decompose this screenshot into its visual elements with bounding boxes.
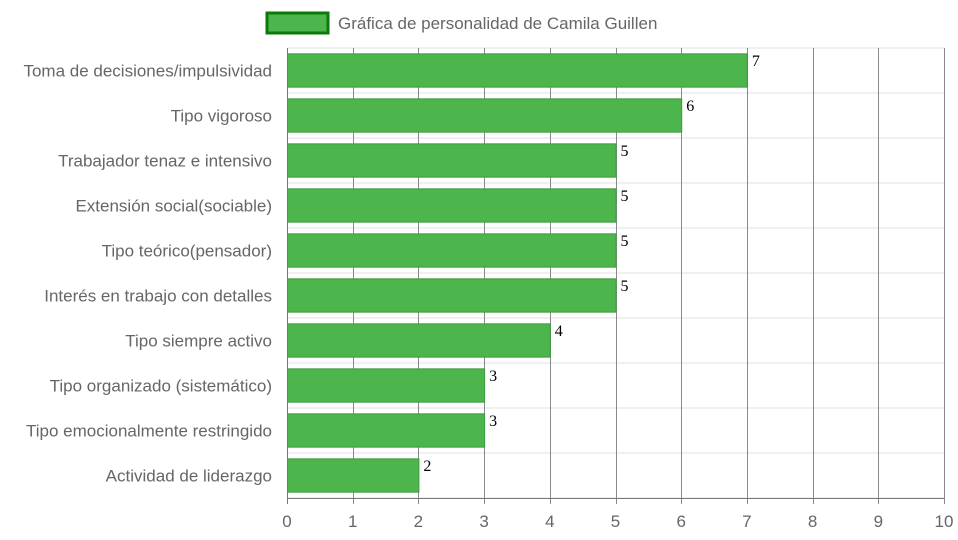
category-label: Actividad de liderazgo bbox=[106, 467, 272, 486]
category-label: Tipo emocionalmente restringido bbox=[26, 422, 272, 441]
data-label: 2 bbox=[423, 458, 431, 475]
bar[interactable] bbox=[287, 458, 420, 493]
legend[interactable]: Gráfica de personalidad de Camila Guille… bbox=[265, 11, 657, 35]
x-tick-label: 8 bbox=[808, 512, 817, 531]
x-tick-label: 1 bbox=[348, 512, 357, 531]
category-label: Toma de decisiones/impulsividad bbox=[23, 62, 272, 81]
category-labels: Toma de decisiones/impulsividad Tipo vigo… bbox=[23, 62, 272, 486]
legend-swatch bbox=[265, 11, 330, 35]
x-tick-label: 3 bbox=[479, 512, 488, 531]
data-label: 5 bbox=[621, 233, 629, 250]
x-tick-label: 6 bbox=[676, 512, 685, 531]
bar[interactable] bbox=[287, 188, 617, 223]
category-label: Extensión social(sociable) bbox=[75, 197, 272, 216]
bar[interactable] bbox=[287, 233, 617, 268]
category-label: Tipo organizado (sistemático) bbox=[50, 377, 272, 396]
data-label: 5 bbox=[621, 188, 629, 205]
bar[interactable] bbox=[287, 368, 486, 403]
category-label: Tipo vigoroso bbox=[171, 107, 272, 126]
bar[interactable] bbox=[287, 143, 617, 178]
data-label: 4 bbox=[555, 323, 563, 340]
bar[interactable] bbox=[287, 53, 748, 88]
x-tick-label: 0 bbox=[282, 512, 291, 531]
bar[interactable] bbox=[287, 98, 683, 133]
x-tick-label: 5 bbox=[611, 512, 620, 531]
category-label: Interés en trabajo con detalles bbox=[44, 287, 272, 306]
data-label: 3 bbox=[489, 413, 497, 430]
bar[interactable] bbox=[287, 323, 551, 358]
data-label: 3 bbox=[489, 368, 497, 385]
data-label: 6 bbox=[686, 98, 694, 115]
bars bbox=[287, 53, 748, 493]
x-tick-label: 9 bbox=[874, 512, 883, 531]
data-labels: 7 6 5 5 5 5 4 3 3 2 bbox=[423, 53, 760, 475]
data-label: 5 bbox=[621, 278, 629, 295]
data-label: 5 bbox=[621, 143, 629, 160]
data-label: 7 bbox=[752, 53, 760, 70]
x-tick-label: 7 bbox=[742, 512, 751, 531]
legend-label: Gráfica de personalidad de Camila Guille… bbox=[338, 14, 657, 33]
category-label: Trabajador tenaz e intensivo bbox=[58, 152, 272, 171]
category-label: Tipo siempre activo bbox=[125, 332, 272, 351]
x-tick-label: 10 bbox=[935, 512, 954, 531]
bar[interactable] bbox=[287, 413, 486, 448]
category-label: Tipo teórico(pensador) bbox=[102, 242, 272, 261]
x-axis-tick-labels: 0 1 2 3 4 5 6 7 8 9 10 bbox=[282, 512, 953, 531]
x-tick-label: 4 bbox=[545, 512, 554, 531]
x-tick-label: 2 bbox=[414, 512, 423, 531]
bar[interactable] bbox=[287, 278, 617, 313]
